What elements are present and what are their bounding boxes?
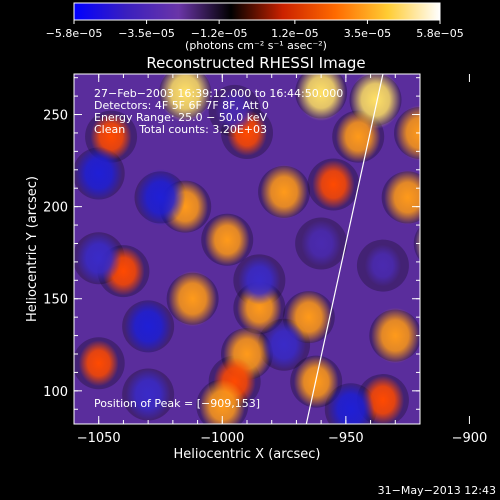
x-tick-label: −950 <box>328 431 364 446</box>
y-tick-label: 200 <box>43 201 68 216</box>
x-axis: −1050 −1000 −950 −900 <box>73 74 488 446</box>
heatmap-blob <box>384 170 420 225</box>
heatmap-blob <box>159 74 212 123</box>
colorbar-tick-label: 5.8e−05 <box>416 27 463 40</box>
heatmap-blob <box>260 164 308 220</box>
y-axis-label: Heliocentric Y (arcsec) <box>25 176 40 322</box>
heatmap-blob <box>335 110 381 163</box>
x-tick-label: −900 <box>452 431 488 446</box>
annotation-block: 27−Feb−2003 16:39:12.000 to 16:44:50.000… <box>94 87 343 136</box>
annotation-time: 27−Feb−2003 16:39:12.000 to 16:44:50.000 <box>94 87 343 100</box>
heatmap-blob <box>296 74 346 121</box>
y-tick-label: 250 <box>43 109 68 124</box>
heatmap-blob <box>135 168 186 226</box>
heatmap-blob <box>312 160 355 209</box>
heatmap-blob <box>204 214 250 266</box>
colorbar-ticks: −5.8e−05 −3.5e−05 −1.2e−05 1.2e−05 3.5e−05 5.… <box>46 20 464 40</box>
x-axis-label: Heliocentric X (arcsec) <box>174 447 321 462</box>
heatmap-blob <box>199 379 246 424</box>
heatmap-blob <box>215 88 255 134</box>
heatmap-halo <box>413 226 420 261</box>
heatmap-blob <box>125 368 171 421</box>
heatmap-blob <box>78 340 119 387</box>
heatmap-halo <box>443 346 495 398</box>
heatmap-blob <box>364 244 402 287</box>
solar-limb-line <box>305 74 384 424</box>
footer-timestamp: 31−May−2013 12:43 <box>378 484 496 497</box>
heatmap-blob <box>414 226 420 261</box>
heatmap-blob <box>395 105 420 161</box>
colorbar-tick-label: 3.5e−05 <box>344 27 391 40</box>
heatmap-blob <box>301 220 342 267</box>
heatmap-blob <box>124 299 172 354</box>
heatmap-blob <box>421 263 473 323</box>
colorbar-tick-label: −3.5e−05 <box>118 27 175 40</box>
x-tick-label: −1050 <box>77 431 121 446</box>
annotation-detectors: Detectors: 4F 5F 6F 7F 8F, Att 0 <box>94 99 269 112</box>
heatmap-blob <box>76 232 122 284</box>
heatmap-blob <box>262 319 306 370</box>
heatmap-blob <box>451 139 489 182</box>
heatmap <box>74 74 495 424</box>
x-tick-label: −1000 <box>200 431 244 446</box>
colorbar-units: (photons cm⁻² s⁻¹ asec⁻²) <box>185 39 327 52</box>
colorbar <box>73 2 441 21</box>
heatmap-halo <box>421 267 473 319</box>
heatmap-blob <box>446 345 493 399</box>
heatmap-halo <box>443 135 495 187</box>
annotation-clean: Clean Total counts: 3.20E+03 <box>94 123 267 136</box>
y-tick-label: 150 <box>43 293 68 308</box>
colorbar-tick-label: 1.2e−05 <box>271 27 318 40</box>
chart-title: Reconstructed RHESSI Image <box>146 54 365 72</box>
y-axis: 100 150 200 250 <box>43 77 420 410</box>
heatmap-blob <box>327 382 375 424</box>
colorbar-tick-label: −5.8e−05 <box>46 27 103 40</box>
peak-position-label: Position of Peak = [−909,153] <box>94 397 260 410</box>
heatmap-blob <box>168 270 217 327</box>
heatmap-blob <box>238 255 281 305</box>
annotation-energy: Energy Range: 25.0 − 50.0 keV <box>94 111 268 124</box>
y-tick-label: 100 <box>43 385 68 400</box>
heatmap-blob <box>371 307 420 364</box>
colorbar-tick-label: −1.2e−05 <box>191 27 248 40</box>
heatmap-blob <box>75 146 123 201</box>
